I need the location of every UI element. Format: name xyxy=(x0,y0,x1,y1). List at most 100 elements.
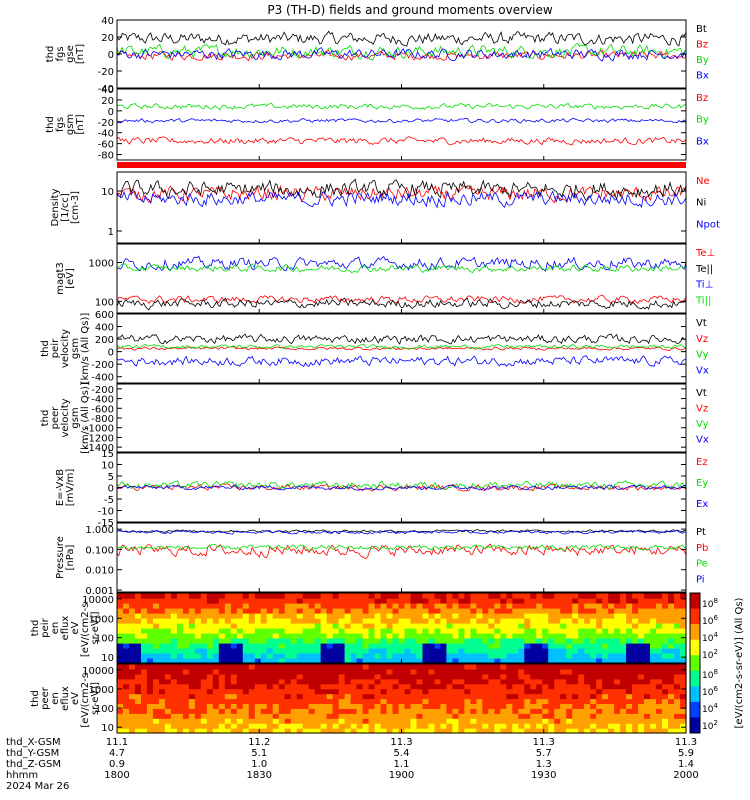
spectrogram-cell xyxy=(524,603,531,609)
spectrogram-cell xyxy=(398,653,406,659)
spectrogram-cell xyxy=(236,708,244,714)
spectrogram-cell xyxy=(560,728,567,734)
panel-frame xyxy=(116,522,687,593)
spectrogram-cell xyxy=(260,593,268,599)
spectrogram-cell xyxy=(464,718,471,724)
spectrogram-cell xyxy=(632,688,639,695)
spectrogram-cell xyxy=(518,628,525,634)
spectrogram-cell xyxy=(650,618,657,624)
spectrogram-cell xyxy=(386,678,394,685)
spectrogram-cell xyxy=(608,593,615,599)
spectrogram-cell xyxy=(500,668,507,675)
spectrogram-cell xyxy=(254,698,262,705)
spectrogram-cell xyxy=(266,633,274,639)
spectrogram-cell xyxy=(440,668,448,675)
spectrogram-cell xyxy=(506,673,513,680)
spectrogram-cell xyxy=(560,668,567,675)
spectrogram-cell xyxy=(404,664,412,670)
spectrogram-cell xyxy=(542,593,549,599)
spectrogram-cell xyxy=(314,633,322,639)
spectrogram-cell xyxy=(302,608,310,614)
spectrogram-cell xyxy=(230,608,238,614)
spectrogram-cell xyxy=(668,668,675,675)
spectrogram-cell xyxy=(428,668,436,675)
spectrogram-cell xyxy=(614,683,621,690)
spectrogram-cell xyxy=(146,633,154,639)
spectrogram-cell xyxy=(428,643,436,649)
spectrogram-cell xyxy=(416,688,424,695)
spectrogram-cell xyxy=(422,628,430,634)
spectrogram-cell xyxy=(122,703,130,709)
spectrogram-cell xyxy=(674,708,681,714)
spectrogram-cell xyxy=(212,653,220,659)
spectrogram-cell xyxy=(152,713,160,719)
spectrogram-cell xyxy=(422,723,430,729)
spectrogram-cell xyxy=(440,623,448,629)
spectrogram-cell xyxy=(332,608,340,614)
spectrogram-cell xyxy=(512,698,519,705)
spectrogram-cell xyxy=(266,613,274,619)
spectrogram-cell xyxy=(530,713,537,719)
spectrogram-cell xyxy=(476,673,483,680)
spectrogram-cell xyxy=(602,633,609,639)
spectrogram-cell xyxy=(386,593,394,599)
spectrogram-cell xyxy=(140,723,148,729)
spectrogram-cell xyxy=(350,593,358,599)
spectrogram-cell xyxy=(356,678,364,685)
spectrogram-cell xyxy=(416,723,424,729)
spectrogram-cell xyxy=(530,628,537,634)
spectrogram-cell xyxy=(500,664,507,670)
spectrogram-cell xyxy=(416,598,424,604)
spectrogram-cell xyxy=(662,708,669,714)
spectrogram-cell xyxy=(380,608,388,614)
spectrogram-cell xyxy=(650,603,657,609)
spectrogram-cell xyxy=(206,643,214,649)
spectrogram-cell xyxy=(122,708,130,714)
spectrogram-cell xyxy=(170,673,178,680)
spectrogram-cell xyxy=(386,693,394,700)
spectrogram-cell xyxy=(656,728,663,734)
spectrogram-cell xyxy=(122,648,130,654)
spectrogram-cell xyxy=(290,668,298,675)
spectrogram-cell xyxy=(278,688,286,695)
spectrogram-cell xyxy=(140,628,148,634)
legend-entry: Vz xyxy=(696,404,708,415)
spectrogram-cell xyxy=(290,718,298,724)
spectrogram-cell xyxy=(188,598,196,604)
spectrogram-cell xyxy=(134,623,142,629)
spectrogram-cell xyxy=(200,673,208,680)
y-tick-label: 5 xyxy=(108,472,114,483)
spectrogram-cell xyxy=(494,633,501,639)
spectrogram-cell xyxy=(386,638,394,644)
spectrogram-cell xyxy=(458,643,465,649)
series-line xyxy=(116,480,687,490)
spectrogram-cell xyxy=(338,668,346,675)
y-axis-label: velocity xyxy=(60,329,71,368)
spectrogram-cell xyxy=(482,678,489,685)
spectrogram-cell xyxy=(272,648,280,654)
spectrogram-cell xyxy=(548,593,555,599)
spectrogram-cell xyxy=(584,728,591,734)
spectrogram-cell xyxy=(608,613,615,619)
spectrogram-cell xyxy=(392,678,400,685)
spectrogram-cell xyxy=(464,693,471,700)
spectrogram-cell xyxy=(650,688,657,695)
spectrogram-cell xyxy=(350,718,358,724)
spectrogram-cell xyxy=(482,603,489,609)
spectrogram-cell xyxy=(356,693,364,700)
spectrogram-cell xyxy=(278,643,286,649)
series-line xyxy=(116,355,687,368)
spectrogram-cell xyxy=(440,673,448,680)
spectrogram-cell xyxy=(326,693,334,700)
spectrogram-cell xyxy=(194,703,202,709)
spectrogram-cell xyxy=(548,668,555,675)
spectrogram-cell xyxy=(152,628,160,634)
spectrogram-cell xyxy=(608,703,615,709)
legend-entry: Ey xyxy=(696,478,708,489)
spectrogram-cell xyxy=(494,723,501,729)
spectrogram-cell xyxy=(200,643,208,649)
spectrogram-cell xyxy=(590,664,597,670)
spectrogram-cell xyxy=(182,598,190,604)
y-tick-label: 1000 xyxy=(89,259,114,270)
spectrogram-cell xyxy=(164,678,172,685)
